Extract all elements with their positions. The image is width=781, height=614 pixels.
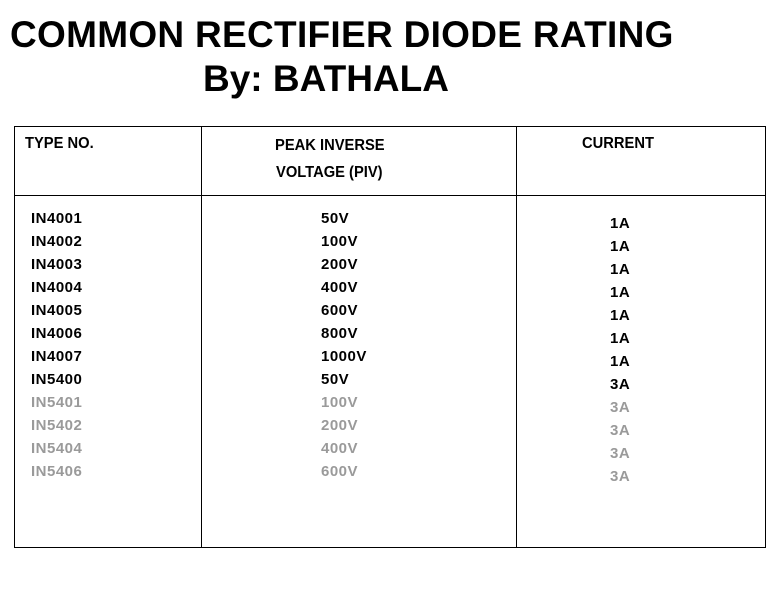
piv-cell: 50V — [321, 371, 350, 388]
type-cell: IN4004 — [31, 279, 83, 296]
current-cell: 1A — [610, 330, 631, 347]
table-row: IN5401 100V 3A — [15, 394, 765, 417]
type-cell: IN4001 — [31, 210, 83, 227]
piv-cell: 100V — [321, 394, 359, 411]
type-cell: IN4003 — [31, 256, 83, 273]
table-row: IN4007 1000V 1A — [15, 348, 765, 371]
author-byline: By: BATHALA — [203, 58, 449, 99]
table-row: IN4005 600V 1A — [15, 302, 765, 325]
header-piv-line2: VOLTAGE (PIV) — [276, 164, 383, 181]
current-cell: 1A — [610, 284, 631, 301]
current-cell: 1A — [610, 215, 631, 232]
type-cell: IN5404 — [31, 440, 83, 457]
table-row: IN5400 50V 3A — [15, 371, 765, 394]
current-cell: 1A — [610, 261, 631, 278]
table-row: IN4004 400V 1A — [15, 279, 765, 302]
type-cell: IN5401 — [31, 394, 83, 411]
column-divider — [201, 127, 202, 547]
current-cell: 3A — [610, 445, 631, 462]
header-type-no: TYPE NO. — [25, 135, 94, 152]
type-cell: IN4006 — [31, 325, 83, 342]
header-current: CURRENT — [582, 135, 654, 152]
piv-cell: 400V — [321, 440, 359, 457]
current-cell: 3A — [610, 422, 631, 439]
piv-cell: 1000V — [321, 348, 367, 365]
table-row: IN4003 200V 1A — [15, 256, 765, 279]
piv-cell: 200V — [321, 256, 359, 273]
piv-cell: 600V — [321, 302, 359, 319]
current-cell: 1A — [610, 238, 631, 255]
table-row: IN4002 100V 1A — [15, 233, 765, 256]
piv-cell: 600V — [321, 463, 359, 480]
header-piv-line1: PEAK INVERSE — [275, 137, 385, 154]
piv-cell: 400V — [321, 279, 359, 296]
current-cell: 1A — [610, 307, 631, 324]
type-cell: IN5402 — [31, 417, 83, 434]
piv-cell: 800V — [321, 325, 359, 342]
type-cell: IN5400 — [31, 371, 83, 388]
piv-cell: 50V — [321, 210, 350, 227]
type-cell: IN4007 — [31, 348, 83, 365]
current-cell: 1A — [610, 353, 631, 370]
type-cell: IN5406 — [31, 463, 83, 480]
header-divider — [15, 195, 765, 196]
document-title: COMMON RECTIFIER DIODE RATING — [10, 14, 674, 55]
piv-cell: 100V — [321, 233, 359, 250]
table-row: IN4001 50V 1A — [15, 210, 765, 233]
table-row: IN4006 800V 1A — [15, 325, 765, 348]
piv-cell: 200V — [321, 417, 359, 434]
current-cell: 3A — [610, 468, 631, 485]
diode-rating-table: TYPE NO. PEAK INVERSE VOLTAGE (PIV) CURR… — [14, 126, 766, 548]
current-cell: 3A — [610, 376, 631, 393]
table-row: IN5406 600V 3A — [15, 463, 765, 486]
type-cell: IN4005 — [31, 302, 83, 319]
table-row: IN5404 400V 3A — [15, 440, 765, 463]
column-divider — [516, 127, 517, 547]
table-row: IN5402 200V 3A — [15, 417, 765, 440]
current-cell: 3A — [610, 399, 631, 416]
type-cell: IN4002 — [31, 233, 83, 250]
